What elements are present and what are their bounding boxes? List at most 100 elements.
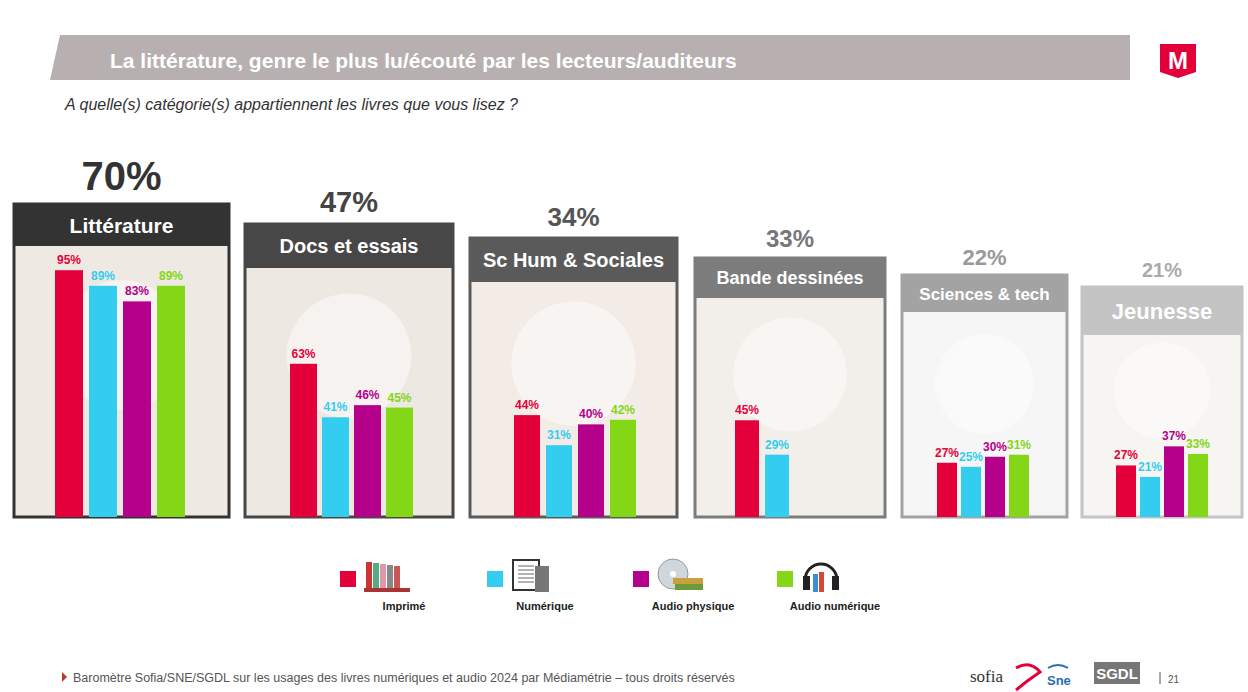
legend-label: Audio numérique xyxy=(790,600,880,612)
data-label: 31% xyxy=(1007,438,1031,452)
total-label: 34% xyxy=(547,202,599,232)
subtitle: A quelle(s) catégorie(s) appartiennent l… xyxy=(64,96,518,113)
bars xyxy=(55,270,185,517)
legend-entry: Numérique xyxy=(487,560,574,612)
logo-swirl xyxy=(1016,665,1040,690)
data-label: 25% xyxy=(959,450,983,464)
data-label: 21% xyxy=(1138,460,1162,474)
legend-swatch xyxy=(340,571,356,587)
data-label: 33% xyxy=(1186,437,1210,451)
data-label: 95% xyxy=(57,253,81,267)
icon-book xyxy=(394,566,400,588)
total-label: 70% xyxy=(81,154,161,198)
data-label: 42% xyxy=(611,403,635,417)
bars xyxy=(937,455,1029,517)
panel-decoration xyxy=(935,334,1034,433)
total-label: 22% xyxy=(962,245,1006,270)
icon-book xyxy=(535,566,549,592)
legend-swatch xyxy=(777,571,793,587)
icon-book xyxy=(380,564,386,588)
panel-header xyxy=(1082,287,1242,335)
panel-header xyxy=(902,275,1067,312)
legend-swatch xyxy=(487,571,503,587)
panel: Sc Hum & Sociales34%44%31%40%42% xyxy=(470,202,677,517)
legend-icon xyxy=(658,559,703,590)
icon-book xyxy=(364,588,410,592)
data-label: 45% xyxy=(735,403,759,417)
bar xyxy=(578,424,604,517)
brand-logo xyxy=(1160,44,1196,78)
data-label: 89% xyxy=(159,269,183,283)
chart: La littérature, genre le plus lu/écouté … xyxy=(0,0,1248,692)
logo-sgdl-box xyxy=(1094,662,1140,684)
page-number: 21 xyxy=(1168,674,1180,685)
panel-frame xyxy=(695,258,885,517)
bar xyxy=(1188,454,1208,517)
panel-header xyxy=(695,258,885,298)
panel-frame xyxy=(245,224,453,517)
panel-decoration xyxy=(511,301,635,425)
data-label: 29% xyxy=(765,438,789,452)
bar xyxy=(322,417,349,517)
bar xyxy=(985,457,1005,517)
bar xyxy=(157,286,185,517)
footer-bullet xyxy=(62,672,67,682)
bar xyxy=(961,467,981,517)
icon-book xyxy=(373,563,379,588)
total-label: 47% xyxy=(320,186,378,218)
legend-entry: Imprimé xyxy=(340,562,425,612)
legend-entry: Audio numérique xyxy=(777,564,880,612)
panel: Bande dessinées33%45%29% xyxy=(695,225,885,517)
icon-earcup xyxy=(803,576,810,590)
panel: Docs et essais47%63%41%46%45% xyxy=(245,186,453,517)
icon-line xyxy=(518,578,534,579)
data-label: 41% xyxy=(323,400,347,414)
data-label: 44% xyxy=(515,398,539,412)
logo-sgdl: SGDL xyxy=(1096,665,1138,682)
icon-line xyxy=(518,570,534,571)
legend-icon xyxy=(364,562,410,592)
panel-header xyxy=(245,224,453,268)
data-label: 89% xyxy=(91,269,115,283)
category-label: Sciences & tech xyxy=(919,285,1049,304)
bar-labels: 27%25%30%31% xyxy=(935,438,1031,464)
panel-frame xyxy=(14,204,229,517)
footer-source: Baromètre Sofia/SNE/SGDL sur les usages … xyxy=(73,671,735,685)
logo-sofia: sofia xyxy=(970,667,1004,686)
legend-swatch xyxy=(633,571,649,587)
bars xyxy=(514,415,636,517)
title: La littérature, genre le plus lu/écouté … xyxy=(110,49,737,72)
icon-line xyxy=(518,574,534,575)
icon-earcup xyxy=(832,576,839,590)
panel-header xyxy=(14,204,229,246)
panel-frame xyxy=(902,275,1067,517)
data-label: 46% xyxy=(355,388,379,402)
icon-line xyxy=(518,582,534,583)
bar xyxy=(123,301,151,517)
data-label: 63% xyxy=(291,347,315,361)
data-label: 31% xyxy=(547,428,571,442)
logo-sne: Sne xyxy=(1047,673,1071,688)
panel-decoration xyxy=(1114,343,1210,439)
bar-labels: 44%31%40%42% xyxy=(515,398,635,442)
legend-label: Imprimé xyxy=(383,600,426,612)
legend-label: Audio physique xyxy=(652,600,735,612)
panel-frame xyxy=(470,238,677,517)
bar xyxy=(610,420,636,517)
data-label: 27% xyxy=(1114,448,1138,462)
icon-book xyxy=(675,584,703,590)
category-label: Bande dessinées xyxy=(716,268,863,288)
bar xyxy=(937,463,957,517)
bar xyxy=(290,364,317,517)
brand-text: M xyxy=(1168,47,1188,74)
legend-label: Numérique xyxy=(516,600,573,612)
panel: Jeunesse21%27%21%37%33% xyxy=(1082,259,1242,517)
category-label: Jeunesse xyxy=(1112,299,1212,324)
data-label: 83% xyxy=(125,284,149,298)
bar xyxy=(546,445,572,517)
icon-book xyxy=(673,578,703,584)
bar xyxy=(1009,455,1029,517)
logo-sne-arc xyxy=(1048,665,1068,668)
bar xyxy=(765,455,789,517)
legend-icon xyxy=(513,560,549,592)
